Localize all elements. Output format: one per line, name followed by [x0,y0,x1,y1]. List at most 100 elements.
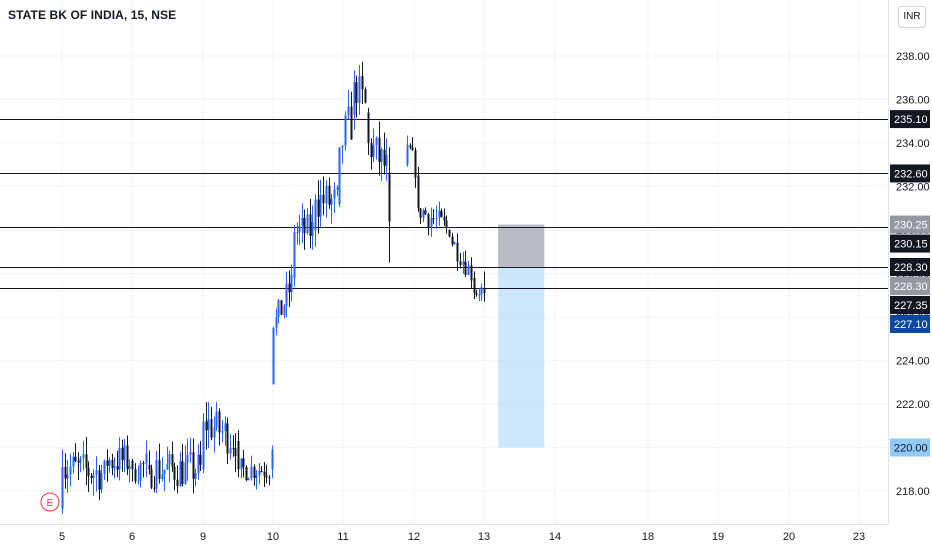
candle-body [253,466,256,478]
position-zones[interactable] [498,224,545,448]
candle-body [171,454,174,467]
candle-body [139,463,142,481]
candle-body [245,466,248,481]
candle-body [265,475,268,478]
candle-body [240,458,243,470]
price-label-text: 227.35 [894,300,928,312]
x-tick-label: 23 [853,531,865,543]
candle-body [375,137,378,146]
candle-body [440,210,443,217]
candle-body [77,461,80,463]
candle-body [317,199,320,217]
candle-body [414,150,417,178]
y-tick-label: 238.00 [896,51,930,63]
y-tick-label: 224.00 [896,356,930,368]
candle-body [311,221,314,237]
candle-body [134,469,137,482]
candle-body [173,466,176,480]
x-tick-label: 5 [59,531,65,543]
price-label-text: 228.30 [894,281,928,293]
candle-body [483,288,486,294]
candle-body [325,185,328,204]
candle-body [213,427,216,438]
candle-body [148,464,151,470]
candle-body [290,274,293,293]
price-label-text: 230.25 [894,220,928,232]
currency-button[interactable]: INR [898,6,926,28]
candle-body [303,217,306,234]
candle-body [207,419,210,431]
candle-body [179,461,182,487]
candle-body [277,300,280,318]
x-tick-label: 20 [783,531,795,543]
candle-body [268,477,271,479]
candle-body [176,479,179,487]
candle-body [350,106,353,140]
candle-body [467,265,470,275]
candle-body [314,199,317,230]
candle-body [111,460,114,468]
candle-body [370,143,373,158]
candle-body [226,423,229,454]
candle-body [364,89,367,103]
candle-body [367,112,370,143]
y-tick-label: 232.00 [896,182,930,194]
candle-body [142,463,145,465]
profit-target-zone[interactable] [498,266,545,448]
candle-body [194,473,197,479]
candle-body [285,283,288,306]
candle-body [422,210,425,218]
event-markers: E [40,492,60,512]
stop-loss-zone[interactable] [498,224,545,267]
x-tick-label: 18 [642,531,654,543]
candle-body [459,261,462,265]
candle-body [150,469,153,488]
candle-body [283,305,286,315]
candle-body [475,293,478,295]
candle-body [87,467,90,477]
candle-body [380,149,383,163]
candle-body [298,225,301,233]
y-tick-label: 218.00 [896,486,930,498]
candle-body [417,175,420,209]
x-tick-label: 19 [712,531,724,543]
candle-body [358,76,361,104]
price-label-text: 230.15 [894,239,928,251]
candle-body [451,236,454,245]
candle-body [166,464,169,470]
price-label-text: 235.10 [894,114,928,126]
candle-body [478,294,481,296]
price-label-box [890,314,930,333]
candle-body [328,185,331,205]
chart-grid [0,0,888,524]
price-label-box [890,257,930,276]
candle-body [260,471,263,473]
candle-body [186,454,189,463]
candle-body [192,452,195,479]
candle-body [126,445,129,470]
candle-body [462,261,465,265]
candle-body [427,214,430,228]
candle-body [336,187,339,190]
candle-body [306,214,309,234]
candle-body [145,453,148,464]
candle-body [480,287,483,295]
candle-body [199,454,202,465]
candle-body [388,173,391,222]
candle-body [121,448,124,460]
price-label-box [890,438,930,457]
candle-body [330,198,333,205]
candle-body [161,474,164,480]
candle-body [445,220,448,228]
candle-body [85,454,88,468]
candle-body [189,452,192,455]
candle-body [163,469,166,474]
x-tick-label: 13 [478,531,490,543]
horizontal-levels[interactable] [0,119,888,289]
candle-body [438,210,441,218]
candle-body [424,210,427,215]
candle-body [355,82,358,104]
earnings-marker-icon[interactable] [40,492,60,512]
